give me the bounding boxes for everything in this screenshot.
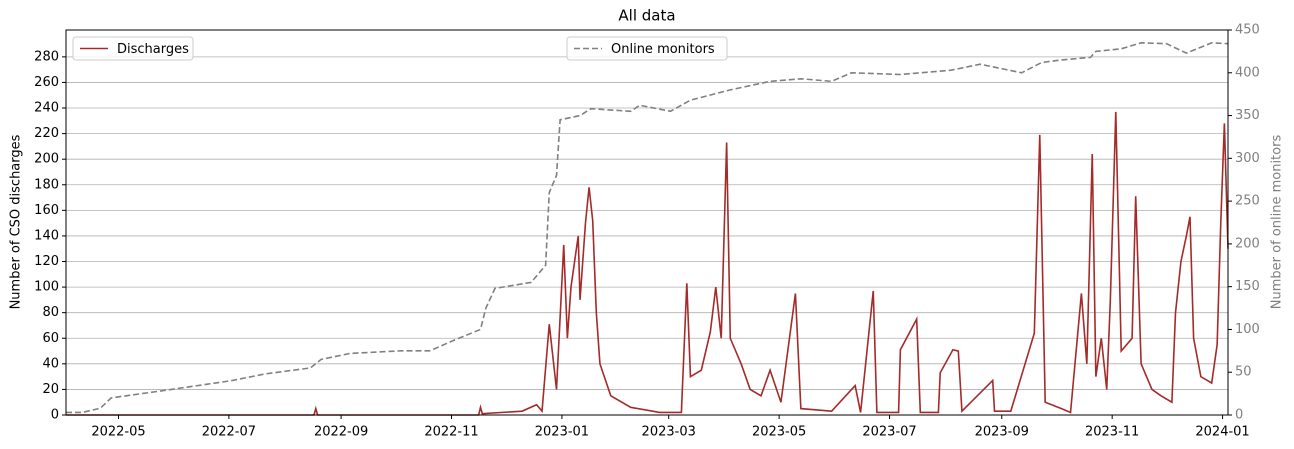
- series-line: [66, 111, 1229, 416]
- y2-tick-label: 100: [1235, 322, 1260, 337]
- x-tick-label: 2022-09: [314, 425, 368, 440]
- y2-tick-label: 450: [1235, 23, 1260, 38]
- y-tick-label: 0: [51, 408, 59, 423]
- legend-label: Discharges: [117, 42, 189, 57]
- x-tick-label: 2023-07: [862, 425, 916, 440]
- y2-tick-label: 150: [1235, 279, 1260, 294]
- x-tick-label: 2023-01: [535, 425, 589, 440]
- x-tick-label: 2023-03: [642, 425, 696, 440]
- y-tick-label: 180: [34, 177, 59, 192]
- y2-tick-label: 300: [1235, 151, 1260, 166]
- y-tick-label: 40: [42, 356, 59, 371]
- y-tick-label: 80: [42, 305, 59, 320]
- y-tick-label: 60: [42, 331, 59, 346]
- y2-tick-label: 250: [1235, 194, 1260, 209]
- legend-label: Online monitors: [611, 42, 715, 57]
- y2-tick-label: 0: [1235, 408, 1243, 423]
- y-tick-label: 240: [34, 101, 59, 116]
- y-axis-label: Number of CSO discharges: [9, 134, 24, 309]
- axes: 0 20 40 60 80 100 120 140 160 180 200 220 240 260 280 0…: [34, 23, 1260, 440]
- x-tick-label: 2023-09: [975, 425, 1029, 440]
- grid: [66, 56, 1228, 416]
- x-tick-label: 2022-11: [424, 425, 478, 440]
- y-tick-label: 280: [34, 49, 59, 64]
- y2-tick-label: 400: [1235, 65, 1260, 80]
- legend-box: [72, 36, 194, 61]
- x-tick-label: 2023-05: [752, 425, 806, 440]
- x-tick-label: 2023-11: [1085, 425, 1139, 440]
- y2-tick-label: 200: [1235, 236, 1260, 251]
- chart-title: All data: [618, 7, 675, 25]
- y2-tick-label: 50: [1235, 365, 1252, 380]
- y-tick-label: 120: [34, 254, 59, 269]
- y-tick-label: 140: [34, 228, 59, 243]
- y-tick-label: 200: [34, 152, 59, 167]
- plot-frame: [65, 29, 1229, 416]
- y-tick-label: 260: [34, 75, 59, 90]
- y-tick-label: 100: [34, 280, 59, 295]
- y2-axis-label: Number of online monitors: [1270, 135, 1285, 310]
- y2-tick-label: 350: [1235, 108, 1260, 123]
- y-tick-label: 220: [34, 126, 59, 141]
- plot-lines: [66, 42, 1229, 416]
- series-line: [66, 42, 1229, 414]
- x-tick-label: 2022-07: [202, 425, 256, 440]
- y-tick-label: 20: [42, 382, 59, 397]
- x-tick-label: 2022-05: [91, 425, 145, 440]
- x-tick-label: 2024-01: [1195, 425, 1249, 440]
- y-tick-label: 160: [34, 203, 59, 218]
- legend-box: [566, 36, 728, 61]
